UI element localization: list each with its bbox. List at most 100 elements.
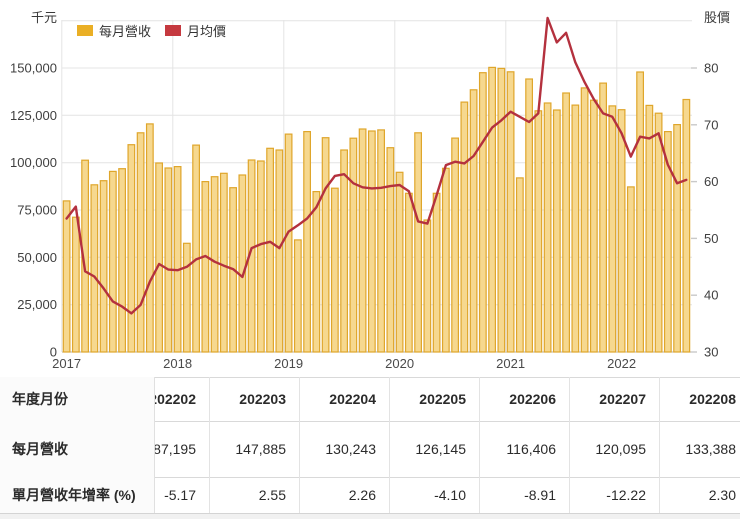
x-axis-year-label: 2020: [385, 356, 414, 371]
revenue-bar: [451, 137, 459, 353]
revenue-bar: [525, 78, 533, 353]
table-row-border: [0, 477, 740, 478]
revenue-bar: [108, 170, 117, 353]
x-axis-year-label: 2021: [496, 356, 525, 371]
table-cutoff-row: [0, 513, 740, 519]
column-header-202203: 202203: [239, 391, 286, 407]
revenue-bar: [238, 174, 247, 353]
revenue-bar: [303, 131, 311, 353]
revenue-bar: [164, 167, 173, 353]
revenue-bar: [589, 99, 598, 353]
column-header-202205: 202205: [419, 391, 466, 407]
revenue-bar: [534, 110, 543, 353]
revenue-bar: [99, 180, 108, 353]
table-cell: 133,388: [685, 441, 736, 457]
table-cell: 126,145: [415, 441, 466, 457]
revenue-bar: [395, 171, 404, 353]
revenue-bar: [377, 129, 385, 353]
revenue-bar: [663, 131, 672, 353]
revenue-bar: [423, 219, 432, 353]
revenue-bar: [414, 132, 422, 353]
revenue-bar: [617, 109, 626, 353]
row-label-yoy-growth: 單月營收年增率 (%): [12, 487, 136, 503]
revenue-price-chart-panel: 150,000 125,000 100,000 75,000 50,000 25,000 0…: [10, 10, 731, 371]
revenue-bar: [404, 192, 413, 353]
table-cell: 2.26: [348, 487, 376, 503]
column-header-202206: 202206: [509, 391, 556, 407]
revenue-bar: [682, 98, 691, 353]
x-axis-year-label: 2019: [274, 356, 303, 371]
revenue-bar: [155, 162, 164, 353]
table-label-column: 年度月份 每月營收 單月營收年增率 (%): [0, 377, 155, 513]
revenue-bar: [543, 102, 552, 353]
right-axis-tick-label: 30: [704, 345, 718, 360]
table-row-border: [0, 377, 740, 378]
revenue-bar: [349, 137, 358, 353]
legend-revenue-swatch-icon: [77, 25, 93, 36]
table-cell: 130,243: [325, 441, 376, 457]
revenue-bar: [62, 200, 71, 353]
revenue-bar: [488, 66, 496, 353]
revenue-bar: [358, 128, 367, 353]
revenue-bar: [599, 82, 607, 353]
revenue-bar: [552, 109, 561, 353]
revenue-bar: [127, 144, 136, 353]
left-axis-tick-label: 100,000: [10, 155, 57, 170]
legend-price-swatch-icon: [165, 25, 182, 36]
right-axis-tick-label: 80: [704, 61, 718, 76]
revenue-bar: [275, 149, 284, 353]
revenue-bar: [293, 239, 302, 353]
revenue-bar: [515, 177, 524, 353]
left-axis-tick-label: 0: [50, 345, 57, 360]
column-header-202207: 202207: [599, 391, 646, 407]
left-axis-tick-label: 25,000: [17, 297, 57, 312]
x-axis-year-label: 2017: [52, 356, 81, 371]
legend-price-label: 月均價: [187, 24, 227, 39]
revenue-bar: [562, 92, 570, 353]
right-axis-tick-label: 40: [704, 288, 718, 303]
column-header-202208: 202208: [689, 391, 736, 407]
row-label-monthly-revenue: 每月營收: [12, 441, 68, 457]
revenue-bar: [312, 191, 321, 353]
table-cell: 87,195: [153, 441, 196, 457]
table-column-border: [659, 377, 660, 519]
revenue-bar: [284, 133, 293, 353]
revenue-bar: [654, 112, 663, 353]
revenue-bar: [266, 147, 274, 353]
price-line: [65, 16, 688, 315]
revenue-bar: [571, 104, 580, 353]
revenue-bar: [321, 137, 330, 353]
revenue-bar: [580, 87, 589, 353]
legend-revenue-label: 每月營收: [99, 24, 152, 39]
table-cell: -8.91: [524, 487, 556, 503]
revenue-bar: [673, 123, 681, 353]
revenue-bar: [136, 132, 145, 353]
revenue-bar: [330, 187, 339, 353]
revenue-bar: [386, 147, 395, 353]
table-corner-label: 年度月份: [12, 391, 68, 407]
revenue-bar: [367, 130, 376, 353]
x-axis-year-label: 2018: [163, 356, 192, 371]
right-axis-tick-label: 50: [704, 231, 718, 246]
left-axis-tick-label: 150,000: [10, 61, 57, 76]
combo-chart: 150,000 125,000 100,000 75,000 50,000 25,000 0…: [10, 16, 718, 371]
revenue-bar: [469, 89, 478, 353]
right-axis-title: 股價: [704, 10, 731, 25]
right-axis-tick-label: 70: [704, 117, 718, 132]
table-column-border: [569, 377, 570, 519]
revenue-bar: [441, 167, 450, 353]
revenue-bar: [340, 149, 348, 353]
revenue-bar: [182, 242, 191, 353]
left-axis-tick-label: 50,000: [17, 250, 57, 265]
left-axis-title: 千元: [30, 10, 57, 25]
revenue-bar: [645, 104, 654, 353]
monthly-revenue-table: 202202 202203 202204 202205 202206 202207 2022…: [0, 377, 740, 519]
table-column-border: [299, 377, 300, 519]
column-header-202204: 202204: [329, 391, 376, 407]
chart-legend: 每月營收 月均價: [77, 21, 226, 40]
revenue-bar: [201, 181, 210, 353]
revenue-bar: [118, 168, 127, 353]
table-cell: -4.10: [434, 487, 466, 503]
left-axis-tick-label: 75,000: [17, 203, 57, 218]
revenue-bar: [219, 172, 228, 353]
